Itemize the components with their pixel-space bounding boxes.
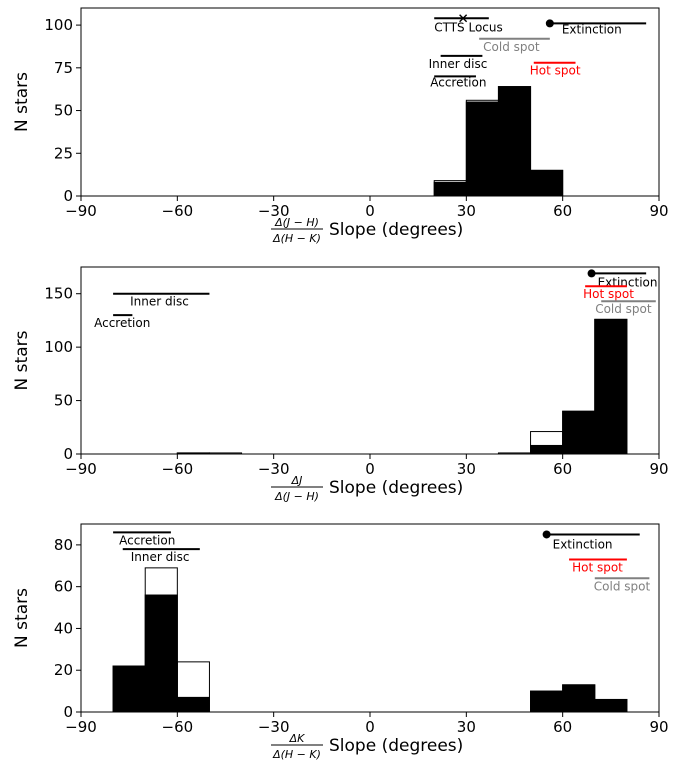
middle-ylabel: N stars xyxy=(12,330,32,390)
bottom-xlabel-denominator: Δ(H − K) xyxy=(272,748,321,761)
bottom-ytick-label-1: 20 xyxy=(54,661,73,679)
top-xtick-label-6: 90 xyxy=(649,202,668,220)
middle-ytick-label-2: 100 xyxy=(44,338,73,356)
middle-annotation-label-2: Hot spot xyxy=(583,287,634,301)
bottom-ytick-label-3: 60 xyxy=(54,578,73,596)
middle-xtick-label-0: −90 xyxy=(65,460,97,478)
top-xtick-label-1: −60 xyxy=(162,202,194,220)
bottom-ylabel: N stars xyxy=(12,588,32,648)
top-ytick-label-4: 100 xyxy=(44,16,73,34)
middle-annotation-label-1: Inner disc xyxy=(130,295,189,309)
top-ytick-label-0: 0 xyxy=(63,187,73,205)
bottom-bar-filled-15 xyxy=(594,698,628,713)
top-xtick-label-3: 0 xyxy=(365,202,375,220)
top-ytick-label-3: 75 xyxy=(54,59,73,77)
bottom-xtick-label-4: 30 xyxy=(457,718,476,736)
bottom-bar-filled-14 xyxy=(562,684,596,713)
bottom-bar-filled-1 xyxy=(144,594,178,713)
bottom-annotation-label-2: Inner disc xyxy=(131,550,190,564)
bottom-ytick-label-2: 40 xyxy=(54,619,73,637)
top-annotation-label-5: Accretion xyxy=(430,75,486,89)
top-xtick-label-4: 30 xyxy=(457,202,476,220)
bottom-bar-filled-13 xyxy=(530,690,564,713)
middle-ytick-label-0: 0 xyxy=(63,445,73,463)
middle-annotation-label-3: Cold spot xyxy=(595,302,652,316)
bottom-xtick-label-2: −30 xyxy=(258,718,290,736)
middle-xtick-label-3: 0 xyxy=(365,460,375,478)
middle-xtick-label-5: 60 xyxy=(553,460,572,478)
top-xtick-label-0: −90 xyxy=(65,202,97,220)
top-xlabel-numerator: Δ(J − H) xyxy=(274,216,319,229)
bottom-xtick-label-6: 90 xyxy=(649,718,668,736)
bottom-xtick-label-0: −90 xyxy=(65,718,97,736)
bottom-xtick-label-5: 60 xyxy=(553,718,572,736)
middle-bar-filled-13 xyxy=(594,318,628,455)
top-xtick-label-2: −30 xyxy=(258,202,290,220)
top-annotation-dot-1 xyxy=(545,19,554,28)
middle-xlabel-denominator: Δ(J − H) xyxy=(274,490,319,503)
bottom-xlabel-numerator: ΔK xyxy=(289,732,306,745)
middle-xtick-label-1: −60 xyxy=(162,460,194,478)
bottom-xtick-label-1: −60 xyxy=(162,718,194,736)
top-bar-filled-0 xyxy=(433,181,467,197)
top-annotation-label-0: CTTS Locus xyxy=(434,20,503,34)
middle-annotation-dot-0 xyxy=(587,269,596,278)
top-xlabel: Slope (degrees) xyxy=(329,220,463,240)
top-annotation-label-1: Extinction xyxy=(562,22,622,36)
middle-xtick-label-6: 90 xyxy=(649,460,668,478)
top-ylabel: N stars xyxy=(12,72,32,132)
bottom-ytick-label-4: 80 xyxy=(54,536,73,554)
middle-annotation-label-4: Accretion xyxy=(94,316,150,330)
top-annotation-xmark-b-0 xyxy=(459,14,468,23)
middle-xlabel: Slope (degrees) xyxy=(329,478,463,498)
bottom-annotation-label-4: Cold spot xyxy=(594,579,651,593)
bottom-xlabel: Slope (degrees) xyxy=(329,736,463,756)
top-ytick-label-2: 50 xyxy=(54,102,73,120)
middle-xlabel-numerator: ΔJ xyxy=(291,474,303,487)
top-xlabel-denominator: Δ(H − K) xyxy=(272,232,321,245)
top-bar-filled-2 xyxy=(497,86,532,197)
middle-bar-filled-12 xyxy=(562,410,596,455)
top-annotation-label-2: Cold spot xyxy=(483,40,540,54)
top-ytick-label-1: 25 xyxy=(54,144,73,162)
bottom-annotation-dot-0 xyxy=(542,530,551,539)
top-annotation-label-3: Inner disc xyxy=(429,57,488,71)
middle-xtick-label-4: 30 xyxy=(457,460,476,478)
bottom-bar-filled-0 xyxy=(112,665,146,713)
middle-ytick-label-3: 150 xyxy=(44,285,73,303)
bottom-bar-filled-2 xyxy=(176,696,210,713)
bottom-annotation-label-3: Hot spot xyxy=(572,561,623,575)
middle-bar-filled-11 xyxy=(530,444,564,455)
top-xtick-label-5: 60 xyxy=(553,202,572,220)
bottom-annotation-label-1: Accretion xyxy=(119,533,175,547)
top-bar-filled-1 xyxy=(465,101,499,197)
bottom-xtick-label-3: 0 xyxy=(365,718,375,736)
bottom-ytick-label-0: 0 xyxy=(63,703,73,721)
top-annotation-label-4: Hot spot xyxy=(530,64,581,78)
top-bar-filled-3 xyxy=(530,169,564,197)
middle-xtick-label-2: −30 xyxy=(258,460,290,478)
middle-ytick-label-1: 50 xyxy=(54,392,73,410)
bottom-annotation-label-0: Extinction xyxy=(553,537,613,551)
